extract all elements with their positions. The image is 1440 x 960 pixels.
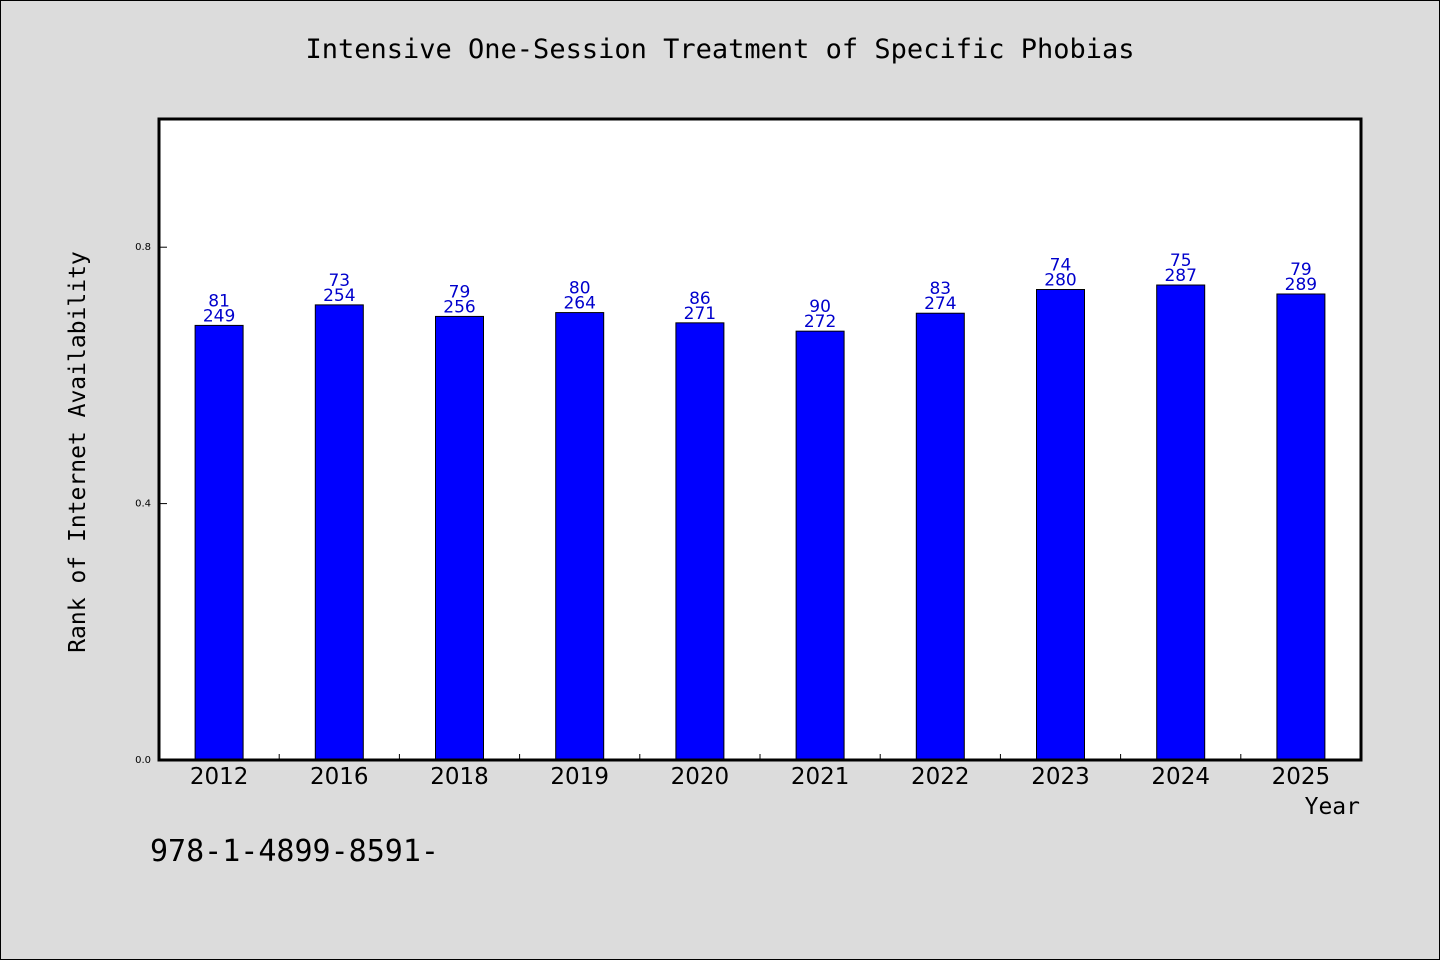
- bar: [675, 322, 725, 761]
- footnote: 978-1-4899-8591-: [150, 834, 439, 869]
- x-tick-label: 2020: [671, 764, 730, 790]
- bar: [555, 312, 605, 761]
- x-tick-label: 2023: [1031, 764, 1090, 790]
- bar-label-bottom: 256: [443, 297, 475, 317]
- y-tick-label: 0.4: [135, 499, 151, 510]
- bar-label-bottom: 264: [563, 294, 595, 314]
- x-tick-label: 2025: [1272, 764, 1331, 790]
- bar-label-top: 80: [569, 279, 591, 299]
- x-tick-label: 2022: [911, 764, 970, 790]
- bar: [915, 312, 965, 761]
- bar-label-top: 74: [1050, 256, 1072, 276]
- bar-label-bottom: 280: [1044, 271, 1076, 291]
- y-tick-label: 0.8: [135, 242, 151, 253]
- bar-label-bottom: 287: [1164, 266, 1196, 286]
- bar-label-bottom: 254: [323, 286, 355, 306]
- bar-label-bottom: 289: [1285, 275, 1317, 295]
- bar-label-top: 79: [449, 282, 471, 302]
- bar-label-bottom: 274: [924, 294, 956, 314]
- bar: [1036, 289, 1085, 761]
- bar-label-top: 86: [689, 289, 711, 309]
- x-tick-label: 2019: [550, 764, 609, 790]
- bar: [1156, 284, 1206, 761]
- bar-label-top: 73: [328, 271, 350, 291]
- plot-border: [157, 117, 1363, 762]
- bar-label-top: 75: [1170, 251, 1192, 271]
- bar-label-top: 83: [929, 279, 951, 299]
- y-tick-label: 0.0: [135, 755, 151, 766]
- x-axis-label: Year: [1304, 794, 1360, 820]
- bar: [435, 315, 484, 761]
- x-tick-label: 2016: [310, 764, 369, 790]
- bar-label-top: 79: [1290, 260, 1312, 280]
- x-tick-label: 2018: [430, 764, 489, 790]
- bar: [194, 324, 244, 761]
- bar-label-bottom: 249: [203, 306, 235, 326]
- x-tick-label: 2012: [190, 764, 249, 790]
- x-tick-label: 2021: [791, 764, 850, 790]
- bar-label-bottom: 272: [804, 312, 836, 332]
- chart-title: Intensive One-Session Treatment of Speci…: [305, 34, 1135, 65]
- bar: [314, 304, 364, 761]
- x-tick-label: 2024: [1151, 764, 1210, 790]
- bar: [795, 330, 845, 761]
- bar: [1276, 293, 1326, 761]
- bar-label-top: 81: [208, 291, 230, 311]
- bar-label-top: 90: [809, 297, 831, 317]
- bar-label-bottom: 271: [684, 304, 716, 324]
